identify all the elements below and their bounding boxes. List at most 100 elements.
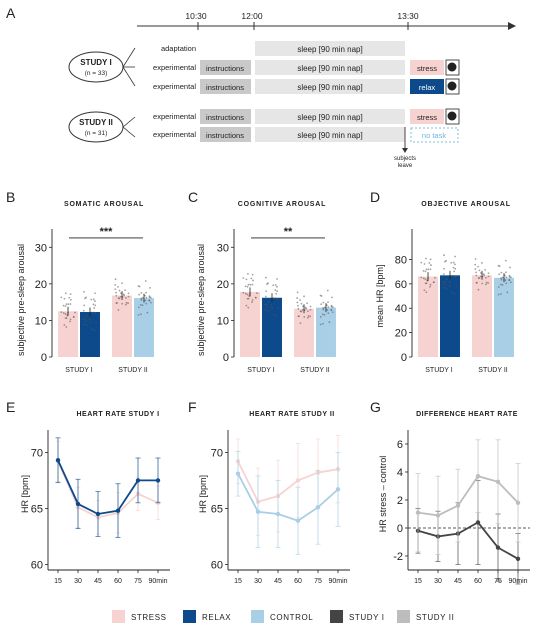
data-point <box>90 311 93 314</box>
data-point <box>448 281 451 284</box>
data-point <box>124 289 126 292</box>
y-axis-label: HR [bpm] <box>20 475 30 513</box>
data-point <box>144 280 147 282</box>
data-point <box>69 303 72 305</box>
study2-name: STUDY II <box>79 118 113 127</box>
legend-label: STRESS <box>131 613 167 622</box>
y-tick-label: 4 <box>397 467 403 479</box>
data-point <box>424 278 427 281</box>
data-point <box>454 267 457 270</box>
panel-letter-e: E <box>6 399 15 415</box>
study1-n: (n = 33) <box>85 70 108 77</box>
sleep-bar <box>255 79 405 94</box>
y-tick-label: 2 <box>397 495 403 507</box>
task-label: stress <box>417 64 437 73</box>
data-point <box>474 263 477 266</box>
x-tick-label: 15 <box>54 578 62 585</box>
data-point <box>497 293 500 296</box>
data-point <box>296 301 299 304</box>
data-point <box>64 292 67 295</box>
data-point <box>323 313 326 316</box>
data-point <box>114 288 117 291</box>
y-tick-label: 60 <box>211 559 223 571</box>
data-point <box>72 316 75 318</box>
data-point <box>331 311 334 314</box>
data-point <box>82 323 85 326</box>
sleep-bar <box>255 127 405 142</box>
data-point <box>138 285 141 288</box>
data-point <box>442 286 445 289</box>
data-point <box>297 308 300 310</box>
data-point <box>247 283 250 286</box>
data-point <box>498 273 501 276</box>
data-point <box>422 277 425 280</box>
panel-letter-g: G <box>370 399 381 415</box>
task-label: no task <box>422 131 446 140</box>
data-point <box>145 291 147 294</box>
data-point <box>114 284 117 286</box>
data-point <box>432 281 435 284</box>
data-point <box>148 295 151 298</box>
data-point <box>429 283 432 286</box>
data-point <box>479 275 482 278</box>
study1-oval <box>68 51 124 83</box>
bracket-line <box>122 66 136 87</box>
legend-swatch <box>112 610 125 623</box>
data-point <box>140 297 143 300</box>
data-point <box>275 511 281 517</box>
data-point <box>114 278 117 281</box>
timeline-arrow <box>508 22 516 30</box>
legend-swatch <box>251 610 264 623</box>
data-point <box>449 284 452 287</box>
panel-title: OBJECTIVE AROUSAL <box>421 201 511 208</box>
data-point <box>120 292 122 295</box>
bar <box>240 291 260 357</box>
bar <box>440 275 460 357</box>
x-tick-label: STUDY II <box>118 367 147 374</box>
data-point <box>249 283 252 286</box>
x-tick-label: STUDY I <box>65 367 93 374</box>
y-tick-label: 20 <box>35 279 47 291</box>
instructions-bar <box>200 60 251 75</box>
y-tick-label: 0 <box>401 352 407 364</box>
data-point <box>309 308 312 311</box>
row-label: experimental <box>153 130 196 139</box>
data-point <box>508 279 511 281</box>
data-point <box>94 300 96 302</box>
row-label: experimental <box>153 112 196 121</box>
data-point <box>141 296 144 299</box>
data-point <box>118 289 121 292</box>
x-tick-label: 30 <box>254 578 262 585</box>
panel-letter-f: F <box>188 399 197 415</box>
data-point <box>509 266 511 269</box>
data-point <box>299 310 302 313</box>
y-tick-label: 30 <box>35 242 47 254</box>
data-point <box>273 313 275 316</box>
data-point <box>63 297 66 300</box>
data-point <box>69 293 72 296</box>
data-point <box>442 281 445 284</box>
instructions-bar <box>200 79 251 94</box>
data-point <box>93 311 95 314</box>
legend-swatch <box>397 610 410 623</box>
data-point <box>246 297 249 300</box>
data-point <box>140 299 143 301</box>
data-point <box>495 479 501 484</box>
data-point <box>275 297 277 300</box>
data-point <box>427 268 430 271</box>
data-point <box>116 302 118 304</box>
y-axis-label: mean HR [bpm] <box>375 264 385 327</box>
data-point <box>506 291 509 294</box>
data-point <box>475 274 478 277</box>
y-axis-label: subjective pre-sleep arousal <box>16 244 26 356</box>
data-point <box>420 276 423 279</box>
bar <box>58 311 78 357</box>
data-point <box>245 304 248 307</box>
data-point <box>309 305 312 308</box>
data-point <box>264 308 267 311</box>
data-point <box>477 288 480 291</box>
data-point <box>84 320 87 323</box>
data-point <box>428 262 431 264</box>
y-tick-label: 6 <box>397 439 403 451</box>
data-point <box>115 508 121 513</box>
